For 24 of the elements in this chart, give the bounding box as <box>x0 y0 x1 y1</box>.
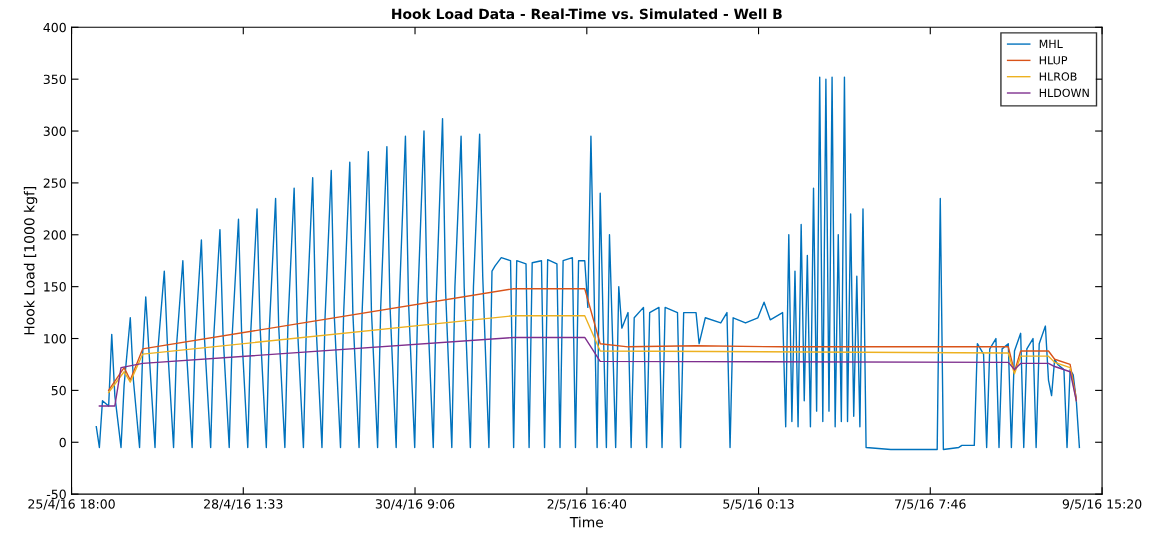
y-axis-title: Hook Load [1000 kgf] <box>23 186 38 335</box>
y-tick-label: 250 <box>43 178 66 188</box>
y-tick-label: 300 <box>43 126 66 136</box>
x-tick-label: 2/5/16 16:40 <box>547 499 627 510</box>
x-tick-label: 28/4/16 1:33 <box>204 499 283 510</box>
y-tick-label: 200 <box>43 230 66 240</box>
y-tick-label: 400 <box>43 22 66 33</box>
x-tick-label: 5/5/16 0:13 <box>723 499 794 510</box>
y-tick-label: 350 <box>43 74 66 85</box>
legend-label: HLUP <box>1039 56 1068 65</box>
legend-label: HLROB <box>1039 72 1077 81</box>
y-tick-label: -50 <box>46 489 66 500</box>
x-tick-label: 30/4/16 9:06 <box>375 499 455 510</box>
chart-title: Hook Load Data - Real-Time vs. Simulated - Well B <box>392 8 782 20</box>
y-tick-label: 0 <box>59 437 66 448</box>
y-tick-label: 150 <box>44 282 66 292</box>
y-tick-label: 100 <box>44 333 66 344</box>
legend-label: MHL <box>1039 39 1063 48</box>
x-tick-label: 7/5/16 7:46 <box>895 499 966 510</box>
y-tick-label: 50 <box>51 385 66 396</box>
x-axis-title: Time <box>569 516 604 528</box>
x-tick-label: 25/4/16 18:00 <box>28 499 115 510</box>
legend-label: HLDOWN <box>1039 88 1089 98</box>
x-tick-label: 9/5/16 15:20 <box>1062 499 1142 510</box>
